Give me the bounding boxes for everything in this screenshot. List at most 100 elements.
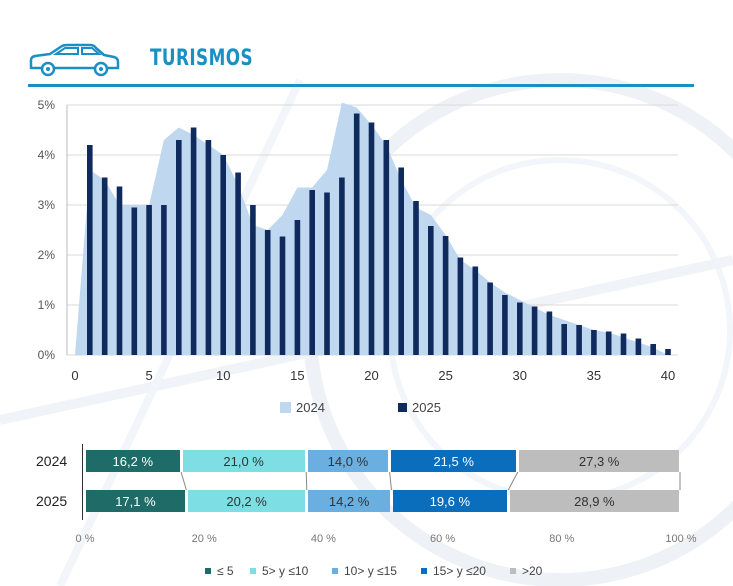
bar-2025: [190, 127, 197, 355]
stack-segment: 14,2 %: [308, 490, 390, 512]
bar-2025: [309, 190, 315, 355]
y-tick-label: 2%: [38, 248, 56, 262]
bar-2025: [457, 257, 464, 355]
legend-item-2024: 2024: [280, 400, 325, 415]
car-icon: [29, 43, 120, 77]
stack-segment: 21,5 %: [391, 450, 517, 472]
stack-segment: 20,2 %: [187, 490, 306, 512]
y-tick-label: 4%: [38, 148, 56, 162]
bar-2025: [220, 155, 226, 355]
stack-axis-line: [82, 444, 87, 520]
stack-segment: 19,6 %: [392, 490, 507, 512]
bar-2025: [546, 311, 553, 355]
bar-2025: [413, 201, 419, 355]
legend-item-10to15: 10> y ≤15: [332, 564, 397, 578]
y-tick-label: 3%: [38, 198, 56, 212]
x-tick-label: 15: [290, 368, 304, 383]
legend-swatch-le5: [205, 568, 211, 574]
bar-2025: [101, 177, 108, 355]
y-tick-label: 0%: [38, 348, 56, 362]
x-tick-label: 35: [587, 368, 601, 383]
bar-2025: [279, 236, 286, 355]
legend-item-le5: ≤ 5: [205, 564, 234, 578]
bar-2025: [531, 306, 538, 355]
stack-x-tick-label: 80 %: [549, 533, 575, 545]
bar-2025: [591, 330, 597, 355]
legend-label-2024: 2024: [296, 400, 325, 415]
bar-2025: [264, 230, 271, 355]
x-tick-label: 0: [71, 368, 78, 383]
stack-segment: 16,2 %: [86, 450, 180, 472]
bar-2025: [502, 295, 508, 355]
stack-x-tick-label: 0 %: [75, 533, 95, 545]
x-tick-label: 25: [438, 368, 452, 383]
stack-segment: 21,0 %: [182, 450, 305, 472]
stack-segment: 17,1 %: [86, 490, 185, 512]
bar-2025: [487, 282, 493, 355]
bar-2025: [116, 186, 123, 355]
bar-2025: [442, 236, 449, 355]
stack-x-tick-label: 100 %: [665, 533, 697, 545]
legend-label-2025: 2025: [412, 400, 441, 415]
legend-swatch-15to20: [421, 568, 427, 574]
y-tick-label: 1%: [38, 298, 56, 312]
legend-label-le5: ≤ 5: [217, 564, 234, 578]
legend-swatch-2024: [280, 402, 291, 413]
bar-2025: [176, 140, 182, 355]
bar-2025: [205, 140, 212, 355]
legend-label-gt20: >20: [522, 564, 543, 578]
page-title: TURISMOS: [150, 46, 254, 71]
bar-2025: [368, 122, 375, 355]
bar-2025: [472, 266, 479, 355]
chart-legend: 2024 2025: [0, 400, 733, 418]
bar-2025: [650, 344, 656, 355]
bar-2025: [561, 324, 567, 355]
stack-category-label: 2025: [36, 493, 68, 509]
bar-2025: [398, 167, 404, 355]
legend-swatch-gt20: [510, 568, 516, 574]
legend-swatch-10to15: [332, 568, 338, 574]
legend-label-10to15: 10> y ≤15: [344, 564, 397, 578]
bar-2025: [161, 205, 167, 355]
x-tick-label: 30: [513, 368, 527, 383]
x-tick-label: 20: [364, 368, 378, 383]
legend-swatch-5to10: [250, 568, 256, 574]
x-tick-label: 5: [146, 368, 153, 383]
y-tick-label: 5%: [38, 98, 56, 112]
legend-item-5to10: 5> y ≤10: [250, 564, 308, 578]
header: TURISMOS: [28, 38, 694, 88]
header-divider: [28, 84, 694, 87]
bar-2025: [324, 192, 330, 355]
bar-2025: [576, 325, 582, 355]
legend-label-5to10: 5> y ≤10: [262, 564, 309, 578]
bar-2025: [383, 140, 390, 355]
stack-x-tick-label: 60 %: [430, 533, 456, 545]
stack-x-tick-label: 40 %: [310, 533, 336, 545]
bar-2025: [339, 177, 345, 355]
bar-2025: [353, 113, 360, 355]
bar-2025: [131, 207, 138, 355]
bar-2025: [294, 220, 301, 355]
stack-segment: 27,3 %: [519, 450, 679, 472]
bar-2025: [620, 333, 627, 355]
x-tick-label: 40: [661, 368, 675, 383]
legend-item-2025: 2025: [398, 400, 441, 415]
legend-swatch-2025: [398, 403, 407, 412]
legend-item-gt20: >20: [510, 564, 542, 578]
bar-2025: [428, 226, 434, 355]
bar-2025: [665, 349, 671, 355]
bar-2025: [87, 145, 93, 355]
stack-segment: 28,9 %: [509, 490, 679, 512]
bar-2025: [250, 205, 256, 355]
bar-2025: [605, 331, 612, 355]
legend-item-15to20: 15> y ≤20: [421, 564, 486, 578]
legend-label-15to20: 15> y ≤20: [433, 564, 486, 578]
bar-2025: [635, 338, 642, 355]
x-tick-label: 10: [216, 368, 230, 383]
stack-segment: 14,0 %: [307, 450, 389, 472]
bar-2025: [235, 172, 241, 355]
stack-category-label: 2024: [36, 453, 68, 469]
bar-2025: [517, 302, 523, 355]
stack-x-tick-label: 20 %: [191, 533, 217, 545]
